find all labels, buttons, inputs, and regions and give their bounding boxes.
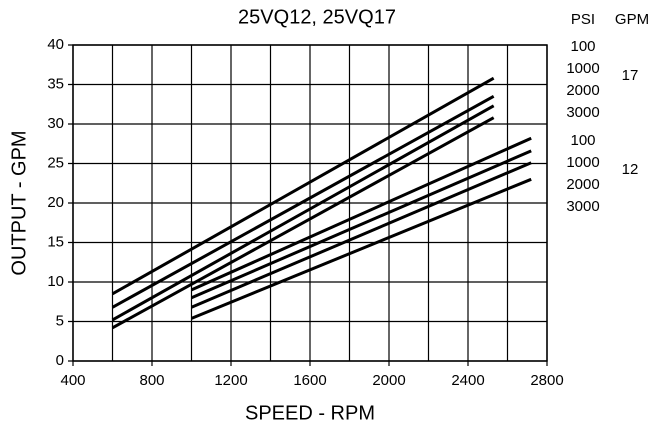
legend-entry: 3000 bbox=[566, 104, 599, 121]
legend-header: GPM bbox=[615, 11, 649, 28]
series-line bbox=[190, 177, 532, 320]
legend-entry: 2000 bbox=[566, 82, 599, 99]
x-tick-label: 400 bbox=[60, 372, 85, 389]
plot-frame bbox=[72, 44, 548, 362]
legend-entry: 100 bbox=[570, 132, 595, 149]
legend-group-label: 12 bbox=[622, 161, 639, 178]
y-tick-label: 25 bbox=[47, 154, 64, 171]
chart-title: 25VQ12, 25VQ17 bbox=[238, 6, 396, 28]
series-line bbox=[190, 161, 532, 309]
x-tick-label: 2400 bbox=[451, 372, 484, 389]
y-tick-label: 20 bbox=[47, 194, 64, 211]
legend-entry: 100 bbox=[570, 38, 595, 55]
legend-entry: 3000 bbox=[566, 198, 599, 215]
y-tick-label: 15 bbox=[47, 233, 64, 250]
legend-entry: 1000 bbox=[566, 60, 599, 77]
y-tick-label: 35 bbox=[47, 75, 64, 92]
x-tick-label: 2000 bbox=[372, 372, 405, 389]
y-tick-label: 5 bbox=[56, 312, 64, 329]
series-line bbox=[190, 136, 532, 292]
legend-header: PSI bbox=[571, 11, 595, 28]
y-axis-label: OUTPUT - GPM bbox=[8, 130, 30, 275]
x-tick-label: 800 bbox=[139, 372, 164, 389]
legend-group-label: 17 bbox=[622, 67, 639, 84]
y-tick-label: 40 bbox=[47, 36, 64, 53]
y-tick-label: 10 bbox=[47, 273, 64, 290]
series-line bbox=[111, 76, 495, 296]
series-line bbox=[111, 95, 495, 309]
x-axis-label: SPEED - RPM bbox=[245, 402, 375, 424]
series-line bbox=[190, 149, 532, 300]
x-tick-label: 2800 bbox=[530, 372, 563, 389]
legend-entry: 1000 bbox=[566, 154, 599, 171]
x-tick-label: 1200 bbox=[214, 372, 247, 389]
series-line bbox=[111, 116, 495, 330]
x-tick-label: 1600 bbox=[293, 372, 326, 389]
series-line bbox=[111, 104, 495, 322]
y-tick-label: 30 bbox=[47, 115, 64, 132]
y-tick-label: 0 bbox=[56, 352, 64, 369]
legend-entry: 2000 bbox=[566, 176, 599, 193]
